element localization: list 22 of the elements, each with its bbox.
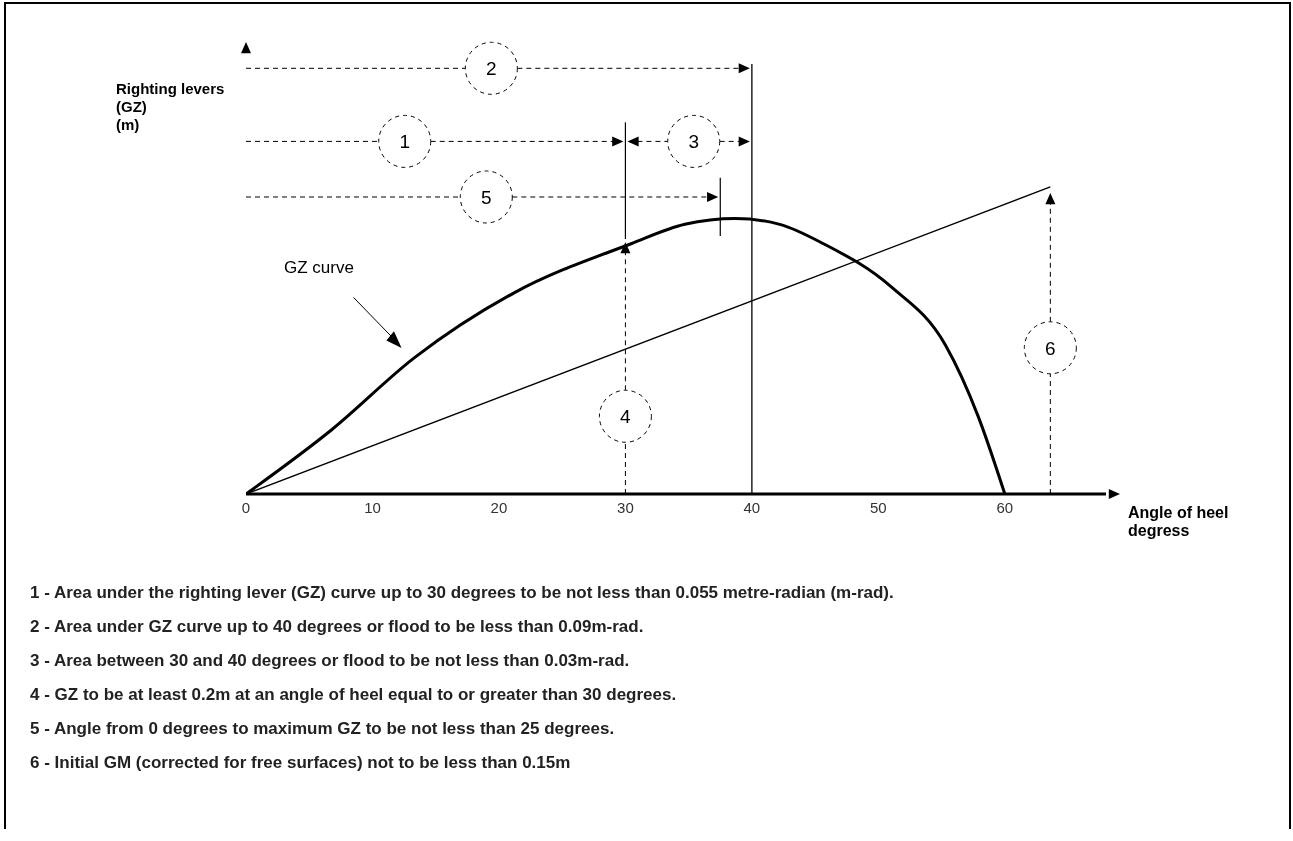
text: 6 - Initial GM (corrected for free surfaces) not to be less than 0.15m [30, 752, 572, 774]
x-tick-label: 50 [870, 498, 887, 516]
x-tick-label: 10 [364, 498, 381, 516]
x-tick-label: 60 [996, 498, 1014, 516]
x-tick-label: 0 [241, 498, 251, 516]
text: 2 [486, 58, 497, 80]
text: GZ curve [283, 257, 354, 277]
text: 5 - Angle from 0 degrees to maximum GZ to be not less than 25 degrees. [30, 718, 616, 740]
annotation: 6 [1045, 337, 1056, 359]
text: 3 [688, 131, 699, 153]
x-tick-label: 20 [490, 498, 508, 516]
text: 3 - Area between 30 and 40 degrees or flood to be not less than 0.03m-rad. [30, 650, 631, 672]
x-tick-label: 40 [743, 498, 761, 516]
text: 1 - Area under the righting lever (GZ) curve up to 30 degrees to be not less than 0.055 metre-radian (m-rad). [30, 582, 894, 604]
text: 2 - Area under GZ curve up to 40 degrees or flood to be less than 0.09m-rad. [30, 616, 645, 638]
x-tick-label: 30 [617, 498, 634, 516]
annotation: 4 [620, 406, 632, 428]
x-axis-title: Angle of heel degress [1128, 504, 1229, 539]
annotation: 5 [481, 186, 492, 208]
y-axis-title: Righting levers (GZ) (m) [116, 80, 225, 133]
text: 4 - GZ to be at least 0.2m at an angle of heel equal to or greater than 30 degrees. [30, 684, 678, 706]
text: 1 [399, 131, 411, 153]
